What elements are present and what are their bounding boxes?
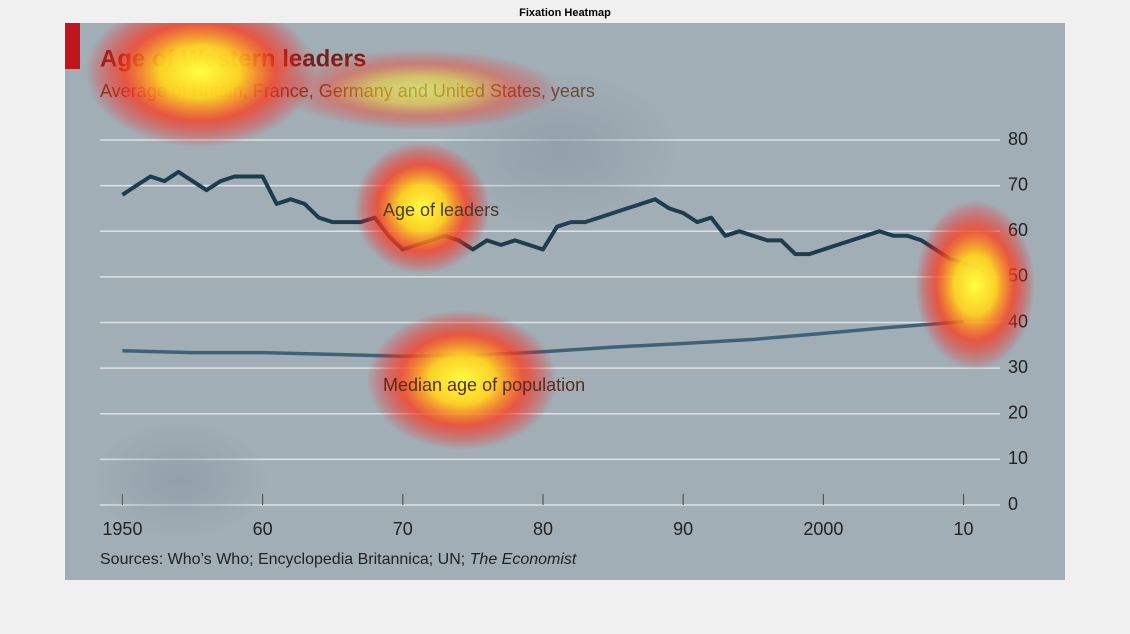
heat-spot [280, 50, 560, 130]
source-italic: The Economist [470, 551, 577, 568]
series-label: Age of leaders [383, 200, 499, 220]
heat-spot [367, 310, 557, 450]
x-tick-label: 10 [954, 519, 974, 539]
source-text: Sources: Who’s Who; Encyclopedia Britann… [100, 551, 465, 568]
y-tick-label: 80 [1008, 129, 1028, 149]
y-tick-label: 20 [1008, 403, 1028, 423]
heat-spot [915, 200, 1035, 370]
heatmap [85, 23, 1035, 540]
x-tick-label: 90 [673, 519, 693, 539]
x-tick-label: 2000 [803, 519, 843, 539]
heat-spot [354, 142, 490, 274]
series-line [121, 169, 979, 270]
y-tick-label: 0 [1008, 494, 1018, 514]
brand-mark [65, 23, 80, 69]
y-tick-label: 70 [1008, 174, 1028, 194]
heat-spot [85, 23, 315, 147]
x-tick-label: 60 [253, 519, 273, 539]
x-tick-label: 80 [533, 519, 553, 539]
y-tick-label: 30 [1008, 357, 1028, 377]
source: Sources: Who’s Who; Encyclopedia Britann… [100, 551, 577, 568]
heat-faint [90, 420, 270, 540]
y-tick-label: 10 [1008, 448, 1028, 468]
heatmap-title: Fixation Heatmap [519, 7, 611, 19]
x-tick-label: 70 [393, 519, 413, 539]
series-label: Median age of population [383, 375, 585, 395]
